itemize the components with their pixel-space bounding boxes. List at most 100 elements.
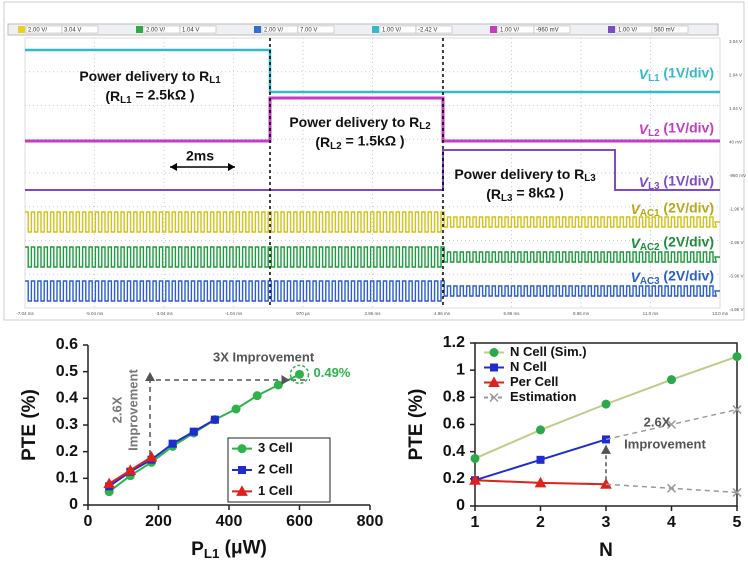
marker xyxy=(490,349,498,357)
scope-time-label: -7.04 ms xyxy=(16,311,34,316)
scope-setting: 560 mV xyxy=(654,28,675,34)
x-tick-label: 2 xyxy=(536,514,545,531)
subscript: L3 xyxy=(648,181,660,192)
marker xyxy=(238,445,246,453)
y-tick-label: 0 xyxy=(69,496,78,513)
text-run: Power delivery to R xyxy=(454,166,584,182)
scope-time-label: -3.04 ms xyxy=(155,311,173,316)
marker xyxy=(296,370,304,378)
legend-label: N Cell xyxy=(510,359,547,374)
channel-swatch xyxy=(608,26,615,33)
annotation: 2.6X xyxy=(109,396,124,423)
scope-right-label: -1.96 V xyxy=(729,207,744,212)
subscript: L2 xyxy=(648,128,660,139)
marker xyxy=(253,392,261,400)
x-tick-label: 4 xyxy=(667,514,676,531)
legend-label: N Cell (Sim.) xyxy=(510,344,587,359)
text-run: (μW) xyxy=(219,537,267,558)
legend-label: 1 Cell xyxy=(258,483,293,498)
text-run: Power delivery to R xyxy=(79,68,209,84)
y-tick-label: 0.2 xyxy=(56,443,78,460)
subscript: AC3 xyxy=(640,276,660,287)
text-run: (2V/div) xyxy=(660,267,714,283)
channel-swatch xyxy=(254,26,261,33)
scope-setting: -2.42 V xyxy=(418,28,437,34)
marker xyxy=(733,353,741,361)
y-tick-label: 0.2 xyxy=(443,470,465,487)
text-run: (1V/div) xyxy=(660,119,714,135)
scope-setting: 2.00 V/ xyxy=(146,28,165,34)
scope-time-label: 8.96 ms xyxy=(573,311,590,316)
subscript: L3 xyxy=(501,193,513,204)
y-tick-label: 0.5 xyxy=(56,363,78,380)
scope-annotation: Power delivery to RL1 xyxy=(79,68,221,86)
scope-setting: 1.00 V/ xyxy=(382,28,401,34)
scope-time-label: -1.04 ms xyxy=(225,311,243,316)
scope-time-label: 4.96 ms xyxy=(434,311,451,316)
y-tick-label: 0 xyxy=(456,497,465,514)
scope-setting: 2.00 V/ xyxy=(28,28,47,34)
marker xyxy=(537,426,545,434)
scope-time-label: 13.0 ms xyxy=(712,311,729,316)
scope-right-label: 2.04 V xyxy=(729,73,742,78)
text-run: (R xyxy=(486,186,501,202)
marker xyxy=(211,416,218,423)
x-tick-label: 0 xyxy=(84,513,93,530)
y-tick-label: 1 xyxy=(456,361,465,378)
scope-setting: -960 mV xyxy=(536,28,559,34)
x-tick-label: 800 xyxy=(357,513,384,530)
scope-setting: 7.00 V xyxy=(300,28,317,34)
y-tick-label: 0.8 xyxy=(443,389,465,406)
text-run: (R xyxy=(315,134,330,150)
subscript: AC1 xyxy=(640,208,660,219)
y-tick-label: 0.6 xyxy=(443,416,465,433)
legend-label: 2 Cell xyxy=(258,461,293,476)
scope-right-label: -4.96 V xyxy=(729,307,744,312)
figure: 2.00 V/3.04 V2.00 V/1.04 V2.00 V/7.00 V1… xyxy=(0,0,748,565)
annotation: 2.6X xyxy=(644,414,671,429)
marker xyxy=(471,454,479,462)
text-run: P xyxy=(191,539,204,560)
scope-time-label: 2.96 ms xyxy=(364,311,381,316)
scope-annotation: Power delivery to RL3 xyxy=(454,166,596,184)
text-run: (1V/div) xyxy=(660,172,714,188)
marker xyxy=(274,381,282,389)
y-tick-label: 0.1 xyxy=(56,470,78,487)
marker xyxy=(602,400,610,408)
marker xyxy=(239,467,246,474)
time-scale-label: 2ms xyxy=(186,148,214,164)
x-tick-label: 400 xyxy=(216,513,243,530)
x-tick-label: 3 xyxy=(602,514,611,531)
scope-setting: 1.00 V/ xyxy=(500,28,519,34)
y-axis-label: PTE (%) xyxy=(406,389,427,461)
scope-right-label: -960 mV xyxy=(729,173,746,178)
subscript: L2 xyxy=(330,141,342,152)
subscript: L3 xyxy=(584,173,596,184)
subscript: L1 xyxy=(209,75,221,86)
y-tick-label: 0.4 xyxy=(443,443,465,460)
y-axis-label: PTE (%) xyxy=(19,389,40,461)
y-tick-label: 0.4 xyxy=(56,390,78,407)
scope-right-label: 40 mV xyxy=(729,140,742,145)
channel-swatch xyxy=(490,26,497,33)
text-run: (R xyxy=(105,88,120,104)
scope-time-label: 6.96 ms xyxy=(503,311,520,316)
annotation: 3X Improvement xyxy=(213,349,315,364)
scope-time-label: 970 µs xyxy=(296,311,310,316)
subscript: L2 xyxy=(419,121,431,132)
text-run: = 2.5kΩ ) xyxy=(132,86,195,102)
y-tick-label: 0.6 xyxy=(56,336,78,353)
legend-label: 3 Cell xyxy=(258,440,293,455)
subscript: L1 xyxy=(204,546,220,561)
text-run: = 1.5kΩ ) xyxy=(342,132,405,148)
marker xyxy=(232,405,240,413)
marker xyxy=(491,364,498,371)
annotation: 0.49% xyxy=(314,365,351,380)
channel-swatch xyxy=(136,26,143,33)
marker xyxy=(668,376,676,384)
scope-setting: 1.04 V xyxy=(182,28,199,34)
marker xyxy=(169,440,176,447)
legend-label: Per Cell xyxy=(510,374,558,389)
channel-swatch xyxy=(18,26,25,33)
